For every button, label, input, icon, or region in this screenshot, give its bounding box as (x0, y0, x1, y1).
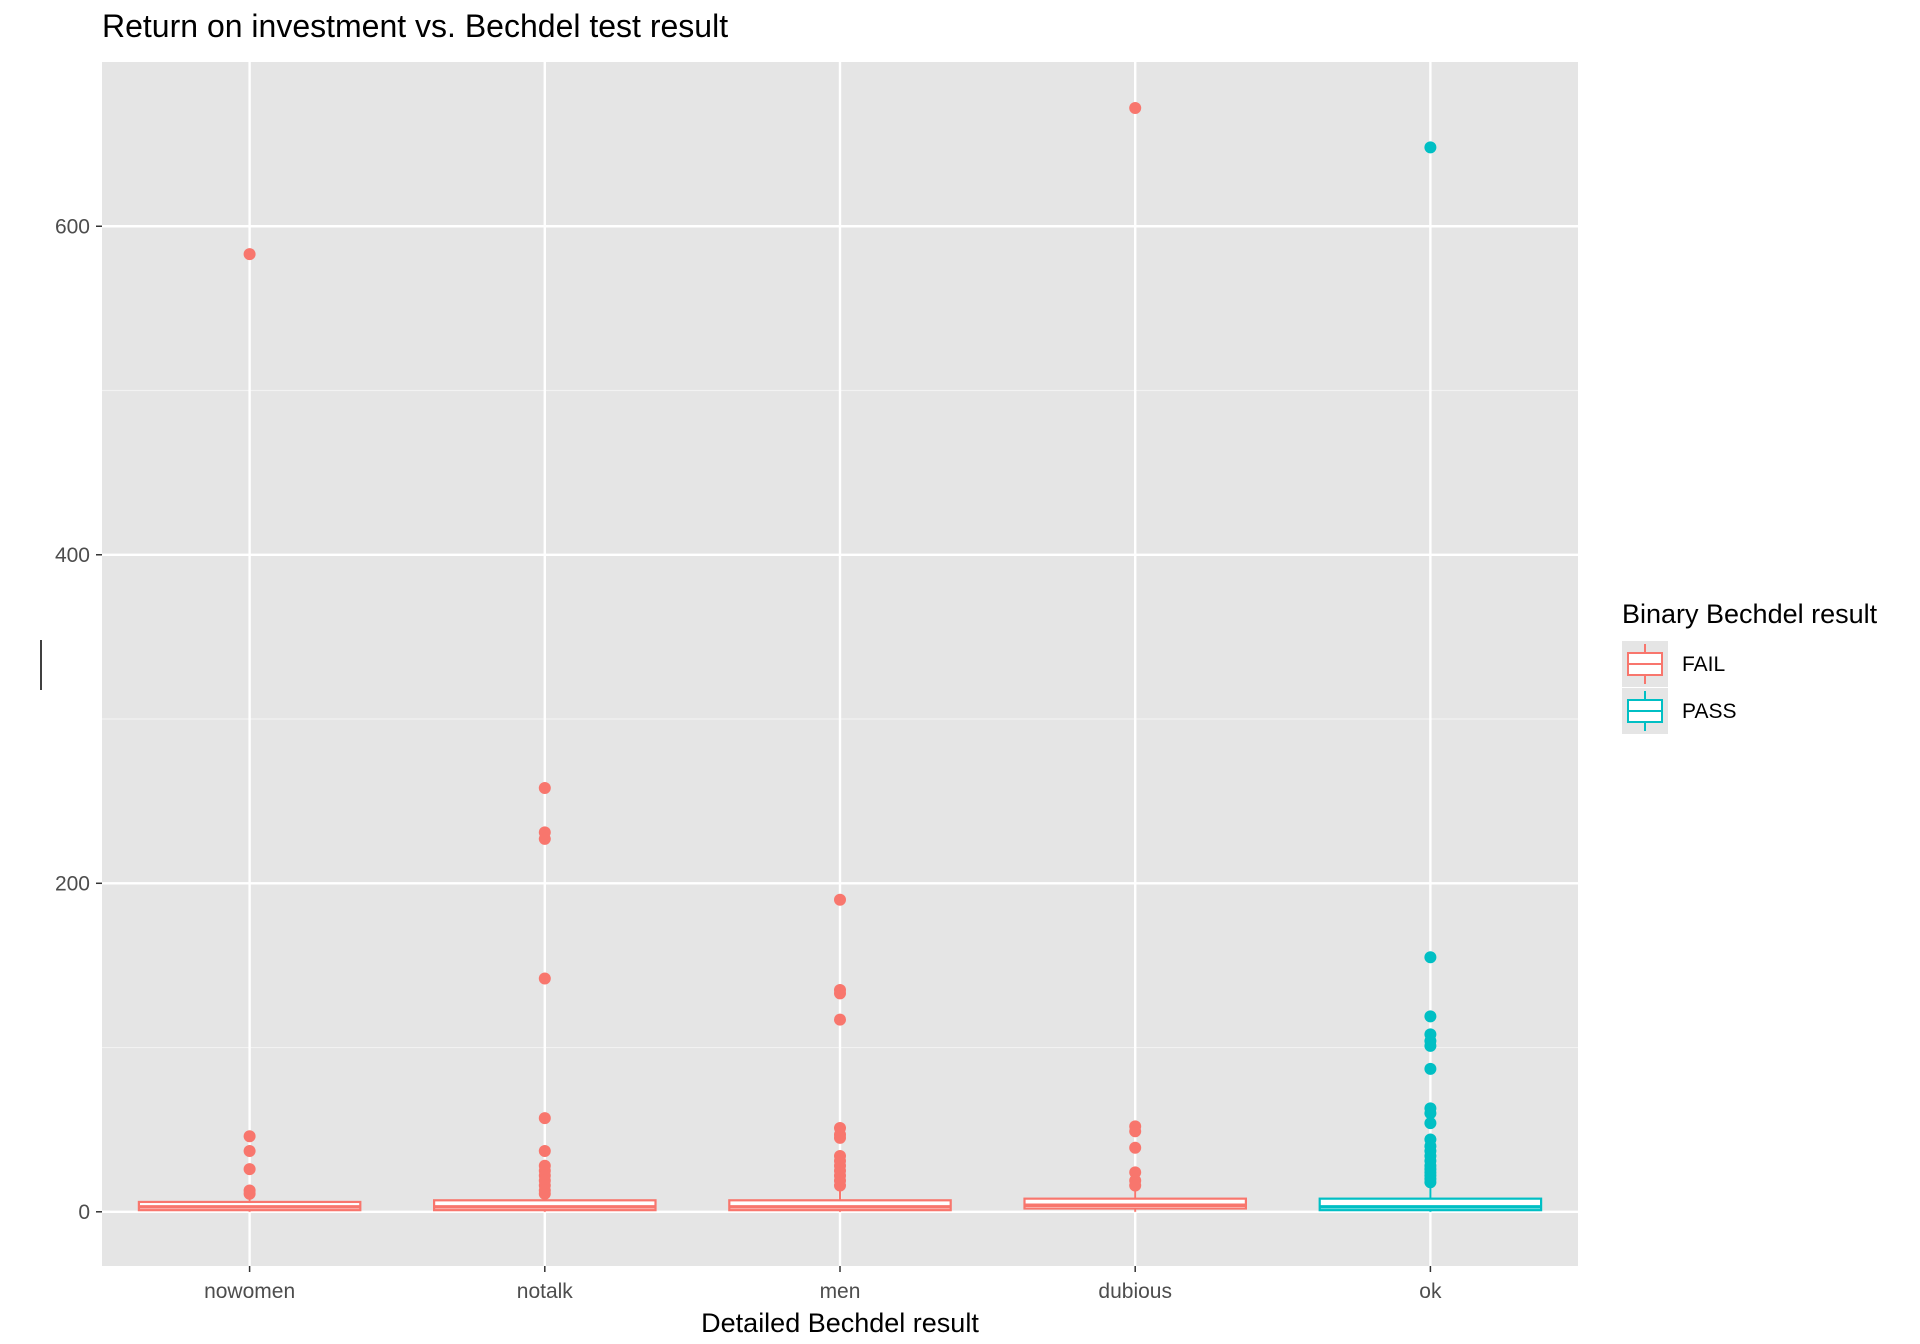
box-dubious (1023, 1188, 1247, 1212)
outlier-point (1129, 101, 1142, 114)
outlier-point (1424, 1107, 1437, 1120)
legend-label: FAIL (1682, 653, 1725, 676)
outlier-point (538, 1112, 551, 1125)
chart-title: Return on investment vs. Bechdel test re… (102, 8, 729, 44)
y-axis: 0 200 400 600 (55, 215, 102, 1224)
outlier-point (1424, 951, 1437, 964)
legend-key-fail: FAIL (1622, 641, 1725, 687)
outlier-points (243, 101, 1437, 1200)
outlier-point (538, 972, 551, 985)
x-axis-title: Detailed Bechdel result (701, 1308, 979, 1338)
outlier-point (243, 1163, 256, 1176)
outlier-point (1424, 141, 1437, 154)
legend-title: Binary Bechdel result (1622, 599, 1878, 629)
outlier-point (1424, 1039, 1437, 1052)
outlier-point (834, 1013, 846, 1026)
outlier-point (834, 1179, 846, 1192)
y-tick-label: 200 (55, 872, 90, 895)
outlier-point (538, 832, 551, 845)
outlier-point (1129, 1141, 1142, 1154)
y-tick-label: 400 (55, 544, 90, 567)
outlier-point (243, 1145, 256, 1158)
outlier-point (1424, 1062, 1437, 1075)
outlier-point (1424, 1176, 1437, 1189)
outlier-point (1129, 1166, 1142, 1179)
box-iqr (1318, 1197, 1543, 1212)
outlier-point (243, 1130, 256, 1143)
outlier-point (1129, 1179, 1142, 1192)
x-tick-label: men (820, 1280, 861, 1303)
legend-label: PASS (1682, 700, 1736, 723)
outlier-point (243, 248, 256, 261)
x-tick-label: dubious (1098, 1280, 1172, 1303)
x-tick-label: notalk (517, 1280, 574, 1303)
x-tick-label: ok (1419, 1280, 1442, 1303)
outlier-point (1424, 1117, 1437, 1130)
outlier-point (538, 1187, 551, 1200)
box-men (728, 1188, 952, 1212)
outlier-point (538, 1145, 551, 1158)
y-tick-label: 600 (55, 215, 90, 238)
x-tick-label: nowomen (204, 1280, 295, 1303)
x-axis: nowomen notalk men dubious ok (204, 1266, 1442, 1303)
outlier-point (243, 1187, 256, 1200)
y-tick-label: 0 (78, 1201, 90, 1224)
outlier-point (834, 1131, 846, 1144)
outlier-point (834, 893, 846, 906)
legend-key-pass: PASS (1622, 688, 1736, 734)
legend: Binary Bechdel result FAIL PASS (1622, 599, 1878, 734)
outlier-point (1424, 1010, 1437, 1023)
outlier-point (538, 782, 551, 795)
grid-major (102, 62, 1578, 1266)
outlier-point (834, 987, 846, 1000)
box-ok (1318, 1183, 1543, 1212)
outlier-point (1129, 1125, 1142, 1138)
